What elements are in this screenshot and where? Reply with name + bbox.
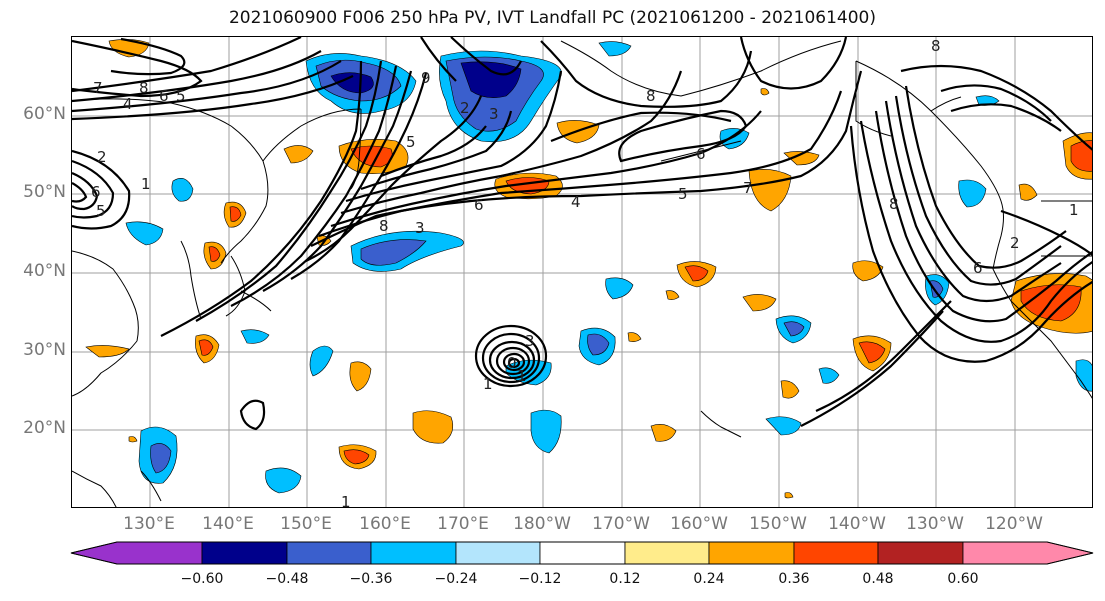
contour-label: 4	[123, 95, 133, 113]
contour-label: 6	[696, 145, 706, 163]
contour-label: 6	[474, 196, 484, 214]
lat-label-20n: 20°N	[23, 418, 66, 438]
contour-label: 6	[159, 87, 169, 105]
lat-label-60n: 60°N	[23, 104, 66, 124]
colorbar-tick: 0.60	[947, 571, 979, 587]
contour-label: 1	[517, 367, 527, 385]
colorbar-segment	[455, 541, 541, 565]
colorbar-tick: 0.24	[693, 571, 725, 587]
lon-label-140w: 140°W	[828, 514, 886, 534]
contour-label: 1	[341, 493, 351, 508]
contour-label: 3	[489, 105, 499, 123]
contour-label: 7	[93, 79, 103, 97]
colorbar-tick: −0.48	[265, 571, 309, 587]
pv-shading	[85, 39, 1092, 499]
contour-label: 8	[139, 79, 149, 97]
lon-label-140e: 140°E	[202, 514, 254, 534]
lon-label-130e: 130°E	[123, 514, 175, 534]
contour-label: 5	[96, 202, 106, 220]
colorbar-tick: −0.24	[434, 571, 478, 587]
colorbar-tick: −0.12	[518, 571, 562, 587]
lon-label-170e: 170°E	[437, 514, 489, 534]
colorbar	[70, 541, 1094, 565]
colorbar-segment	[370, 541, 457, 565]
contour-label: 1	[1069, 201, 1079, 219]
contour-label: 4	[571, 193, 581, 211]
lon-label-160w: 160°W	[670, 514, 728, 534]
colorbar-segment	[793, 541, 879, 565]
lon-label-130w: 130°W	[906, 514, 964, 534]
contour-label: 5	[406, 133, 416, 151]
colorbar-tick: −0.60	[180, 571, 224, 587]
colorbar-tick: 0.36	[778, 571, 810, 587]
contour-label: 6	[973, 259, 983, 277]
contour-label: 7	[743, 179, 753, 197]
contour-label: 6	[91, 183, 101, 201]
contour-label: 8	[646, 87, 656, 105]
contour-label: 5	[176, 87, 186, 105]
map-panel: 7 8 6 5 4 2 6 5 1 8 3 6 4 5 9 8 2 6 3 5 …	[71, 36, 1093, 508]
colorbar-segment	[708, 541, 795, 565]
colorbar-segment	[624, 541, 710, 565]
contour-label: 2	[97, 148, 107, 166]
colorbar-tick: 0.48	[862, 571, 894, 587]
lon-label-160e: 160°E	[359, 514, 411, 534]
map-canvas: 7 8 6 5 4 2 6 5 1 8 3 6 4 5 9 8 2 6 3 5 …	[72, 37, 1092, 508]
contour-label: 3	[415, 219, 425, 237]
contour-label: 5	[678, 185, 688, 203]
lon-label-150e: 150°E	[280, 514, 332, 534]
colorbar-segment	[539, 541, 626, 565]
colorbar-segment	[286, 541, 372, 565]
colorbar-segment	[70, 541, 203, 565]
contour-label: 8	[931, 37, 941, 55]
contour-label: 1	[141, 175, 151, 193]
coastlines	[72, 40, 1092, 507]
lat-label-30n: 30°N	[23, 340, 66, 360]
colorbar-tick: 0.12	[609, 571, 641, 587]
contour-label: 1	[483, 375, 493, 393]
lon-label-170w: 170°W	[592, 514, 650, 534]
lat-label-50n: 50°N	[23, 182, 66, 202]
colorbar-segment	[201, 541, 288, 565]
lat-label-40n: 40°N	[23, 261, 66, 281]
contour-label: 2	[460, 99, 470, 117]
contour-label: 0	[507, 354, 517, 372]
contour-label: 9	[421, 69, 431, 87]
contour-label: 8	[379, 217, 389, 235]
colorbar-segment	[962, 541, 1094, 565]
map-title: 2021060900 F006 250 hPa PV, IVT Landfall…	[228, 8, 876, 28]
contour-label: 3	[525, 332, 535, 350]
ivt-contours	[72, 37, 1092, 431]
lon-label-120w: 120°W	[985, 514, 1043, 534]
closed-contour-low	[474, 324, 548, 388]
contour-label: 2	[1010, 234, 1020, 252]
lon-label-180w: 180°W	[513, 514, 571, 534]
contour-label: 8	[889, 195, 899, 213]
colorbar-tick: −0.36	[349, 571, 393, 587]
lon-label-150w: 150°W	[749, 514, 807, 534]
contour-labels: 7 8 6 5 4 2 6 5 1 8 3 6 4 5 9 8 2 6 3 5 …	[91, 37, 1079, 508]
colorbar-segment	[877, 541, 964, 565]
